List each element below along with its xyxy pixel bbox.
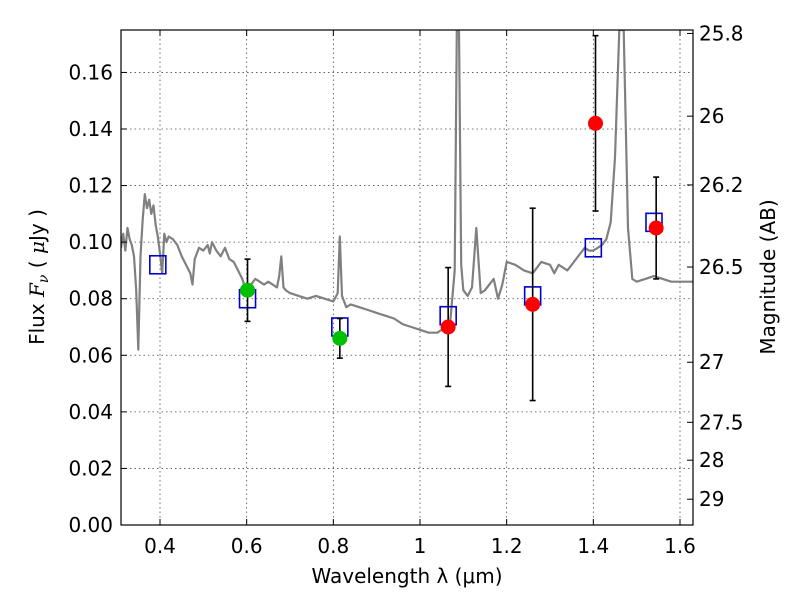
- x-tick-label: 0.4: [144, 534, 176, 558]
- green-data-point: [332, 330, 348, 346]
- right-tick-label: 29: [699, 487, 724, 511]
- right-tick-label: 25.8: [699, 21, 744, 45]
- x-tick-label: 1.4: [577, 534, 609, 558]
- grid-group: [121, 30, 693, 526]
- x-tick-label: 1.2: [491, 534, 523, 558]
- green-data-point: [240, 282, 256, 298]
- y-axis-right: 25.8 26 26.2 26.5 27 27.5 28 29: [687, 21, 744, 511]
- right-tick-label: 28: [699, 448, 724, 472]
- x-tick-label: 0.8: [317, 534, 349, 558]
- right-tick-label: 27.5: [699, 410, 744, 434]
- red-data-point: [588, 115, 603, 131]
- x-tick-label: 0.6: [231, 534, 263, 558]
- y-tick-label: 0.02: [68, 456, 113, 480]
- red-data-point: [525, 296, 541, 312]
- x-axis-title: Wavelength λ (μm): [311, 564, 502, 588]
- red-data-point: [440, 319, 456, 335]
- y-tick-label: 0.10: [68, 230, 113, 254]
- right-tick-label: 26.2: [699, 173, 744, 197]
- plot-frame: [120, 29, 694, 526]
- y-tick-label: 0.14: [68, 117, 113, 141]
- svg-text:Flux Fν ( μJy ): Flux Fν ( μJy ): [25, 209, 52, 345]
- right-tick-label: 26.5: [699, 255, 744, 279]
- red-data-point: [648, 220, 664, 236]
- x-axis: 0.4 0.6 0.8 1 1.2 1.4 1.6: [144, 30, 696, 558]
- model-point-square: [149, 254, 167, 275]
- y-tick-label: 0.16: [68, 60, 113, 84]
- y-axis-title-right: Magnitude (AB): [756, 199, 780, 354]
- y-tick-label: 0.00: [68, 513, 113, 537]
- right-tick-label: 27: [699, 350, 724, 374]
- plot-content: [121, 30, 693, 402]
- x-tick-label: 1.6: [664, 534, 696, 558]
- model-point-square: [584, 238, 603, 258]
- y-axis-left: 0.00 0.02 0.04 0.06 0.08 0.10 0.12 0.14 0.16: [68, 60, 127, 537]
- right-tick-label: 26: [699, 104, 724, 128]
- y-tick-label: 0.12: [68, 174, 113, 198]
- y-axis-title-left: Flux Fν ( μJy ): [25, 209, 52, 345]
- y-tick-label: 0.04: [68, 400, 113, 424]
- spectrum-line: [121, 30, 693, 351]
- y-tick-label: 0.08: [68, 287, 113, 311]
- y-tick-label: 0.06: [68, 343, 113, 367]
- x-tick-label: 1: [414, 534, 427, 558]
